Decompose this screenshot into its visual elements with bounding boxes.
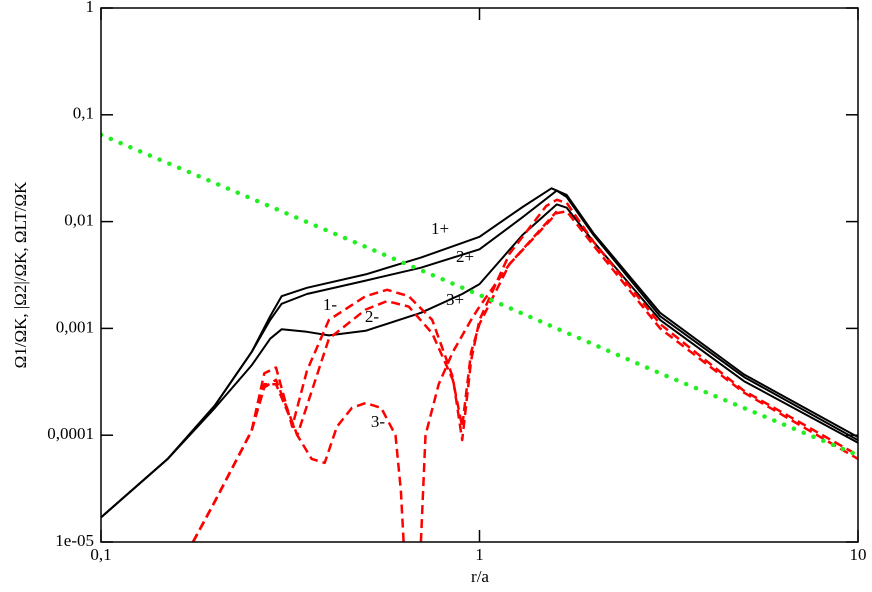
series-line (101, 187, 858, 519)
series-line (191, 210, 858, 542)
series-line (101, 203, 858, 519)
y-tick-label: 1 (86, 0, 95, 16)
curve-label: 2- (365, 307, 380, 326)
plot-area (101, 132, 858, 542)
series-line (101, 189, 858, 519)
series-line (101, 132, 858, 458)
y-axis-label: Ω1/ΩK, |Ω2|/ΩK, ΩLT/ΩK (11, 181, 30, 369)
x-tick-label: 1 (475, 545, 484, 564)
y-tick-label: 0,001 (56, 317, 94, 336)
y-tick-label: 0,0001 (47, 424, 94, 443)
x-tick-label: 10 (850, 545, 867, 564)
series-line (191, 210, 558, 542)
curve-label: 3+ (446, 290, 464, 309)
curve-label: 1+ (431, 219, 449, 238)
x-tick-label: 0,1 (90, 545, 111, 564)
plot-frame (100, 7, 859, 543)
series-line (191, 198, 858, 542)
y-tick-label: 0,01 (64, 211, 94, 230)
curve-label: 3- (371, 412, 386, 431)
y-tick-label: 1e-05 (55, 531, 94, 550)
y-tick-label: 0,1 (73, 104, 94, 123)
curve-label: 1- (323, 295, 338, 314)
x-axis-label: r/a (471, 567, 489, 586)
curve-label: 2+ (456, 247, 474, 266)
